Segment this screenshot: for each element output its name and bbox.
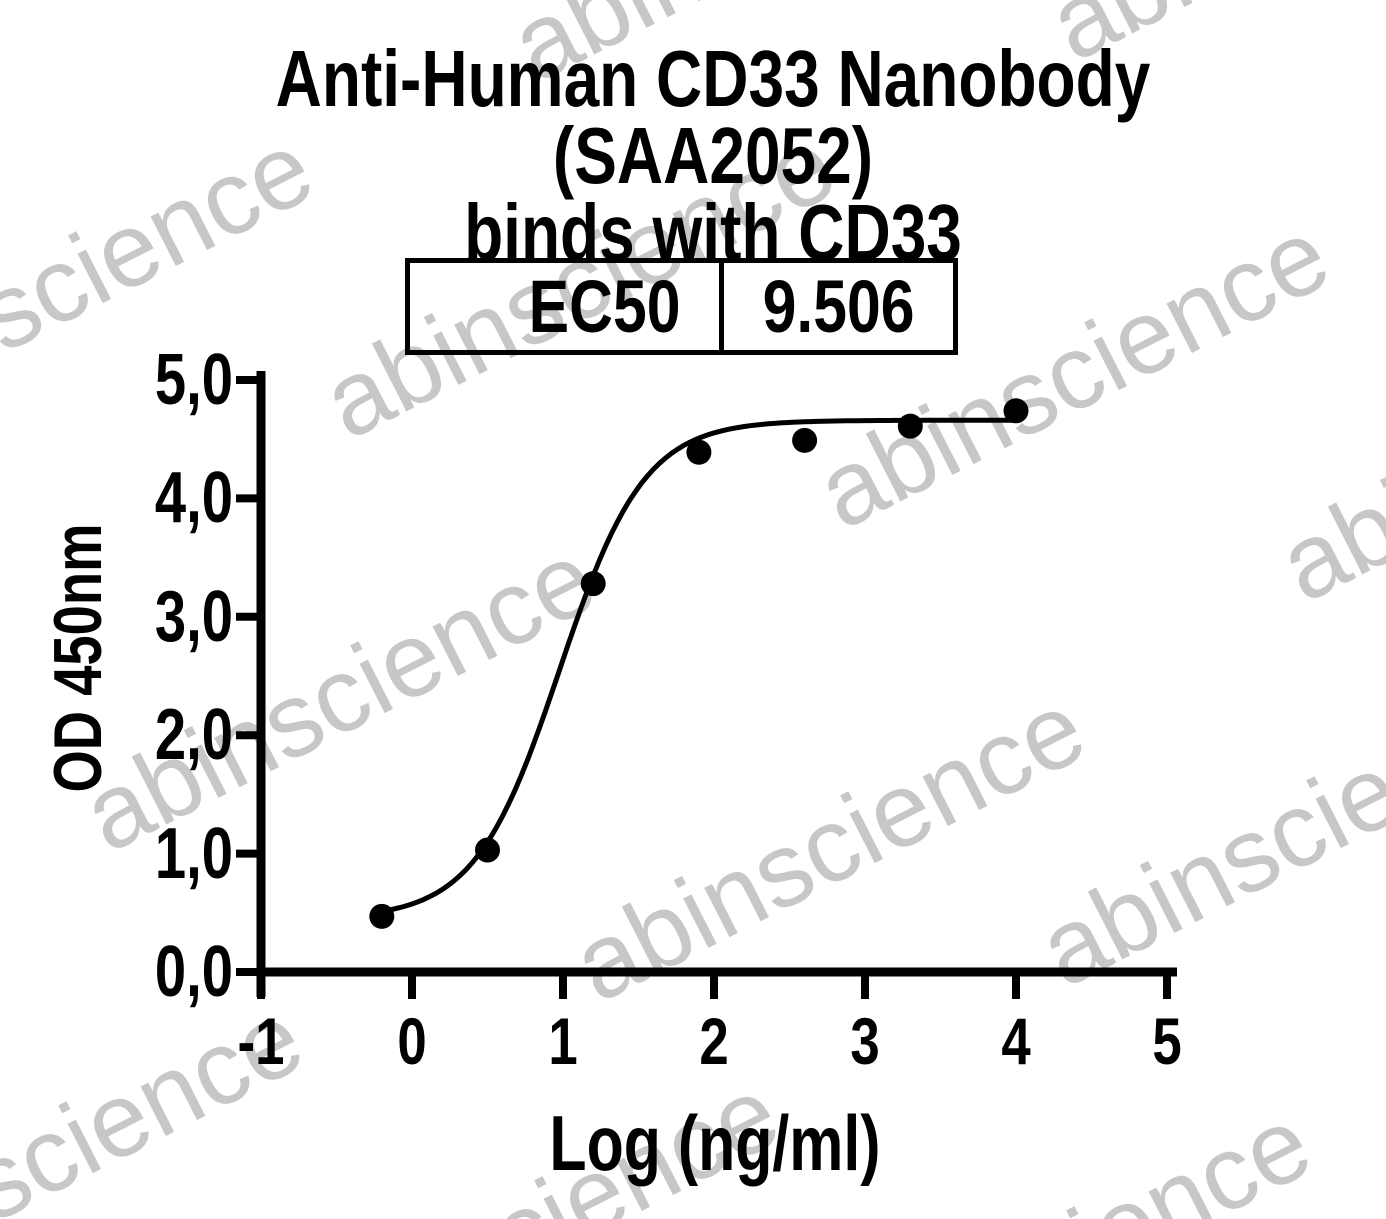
x-tick-label: 5 (1152, 1004, 1182, 1078)
data-point (792, 427, 818, 453)
ec50-label-cell: EC50 (410, 263, 724, 350)
ec50-label: EC50 (528, 265, 681, 348)
data-points (369, 398, 1029, 929)
x-tick-label: 1 (548, 1004, 578, 1078)
fit-curve (379, 417, 1019, 914)
data-point (580, 571, 606, 597)
chart-title: Anti-Human CD33 Nanobody (SAA2052) binds… (159, 34, 1268, 273)
x-tick-label: 2 (699, 1004, 729, 1078)
y-tick-label: 5,0 (154, 340, 233, 420)
chart-title-line1: Anti-Human CD33 Nanobody (SAA2052) (275, 34, 1151, 200)
x-axis-title: Log (ng/ml) (549, 1099, 881, 1187)
data-point (897, 413, 923, 439)
ec50-value-cell: 9.506 (724, 263, 953, 350)
x-tick-label: -1 (237, 1004, 285, 1078)
x-tick-label: 0 (397, 1004, 427, 1078)
y-tick-label: 4,0 (154, 458, 233, 539)
y-tick-label: 1,0 (154, 813, 233, 894)
y-tick-label: 2,0 (154, 695, 233, 776)
ec50-table: EC50 9.506 (405, 258, 958, 355)
data-point (686, 439, 712, 465)
data-point (475, 837, 500, 863)
x-tick-label: 3 (850, 1004, 880, 1078)
ec50-value: 9.506 (762, 265, 915, 348)
axes (256, 371, 1177, 997)
axis-ticks (236, 376, 1171, 999)
data-point (1003, 398, 1029, 424)
data-point (369, 903, 395, 929)
x-tick-label: 4 (1001, 1004, 1031, 1078)
y-tick-label: 0,0 (154, 932, 233, 1012)
y-tick-label: 3,0 (154, 576, 233, 657)
